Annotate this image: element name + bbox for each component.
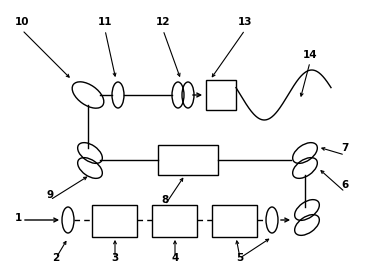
Text: 13: 13 bbox=[238, 17, 252, 27]
Text: 14: 14 bbox=[303, 50, 317, 60]
Text: 2: 2 bbox=[52, 253, 60, 263]
Bar bbox=[212, 205, 257, 237]
Bar bbox=[92, 205, 137, 237]
Text: 6: 6 bbox=[341, 180, 349, 190]
Text: 3: 3 bbox=[112, 253, 119, 263]
Text: 7: 7 bbox=[341, 143, 349, 153]
Text: 11: 11 bbox=[98, 17, 112, 27]
Bar bbox=[206, 80, 236, 110]
Text: 1: 1 bbox=[15, 213, 22, 223]
Text: 9: 9 bbox=[46, 190, 54, 200]
Text: 10: 10 bbox=[15, 17, 29, 27]
Text: 12: 12 bbox=[156, 17, 170, 27]
Text: 8: 8 bbox=[162, 195, 169, 205]
Bar bbox=[158, 145, 218, 175]
Text: 5: 5 bbox=[236, 253, 244, 263]
Bar bbox=[152, 205, 197, 237]
Text: 4: 4 bbox=[171, 253, 179, 263]
